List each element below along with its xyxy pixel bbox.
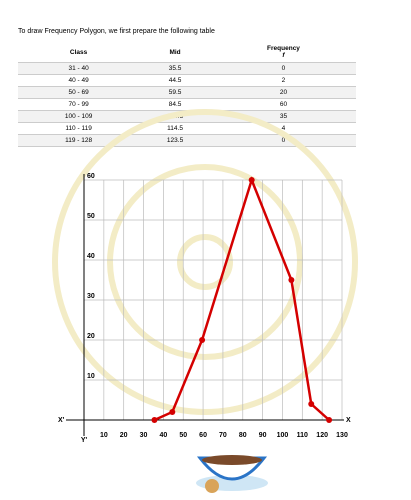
table-cell: 31 - 40 [18, 62, 140, 75]
table-row: 40 - 49 44.5 2 [18, 74, 356, 87]
table-cell: 0 [210, 62, 356, 75]
data-point [151, 417, 158, 423]
table-cell: 84.5 [139, 98, 211, 111]
y-tick-label: 10 [87, 373, 95, 380]
x-tick-label: 10 [100, 432, 108, 439]
table-cell: 50 - 69 [18, 86, 140, 99]
y-tick-label: 20 [87, 333, 95, 340]
cookie [205, 479, 219, 493]
x-tick-label: 120 [316, 432, 328, 439]
x-tick-label: 70 [219, 432, 227, 439]
x-tick-label: 50 [179, 432, 187, 439]
x-pos-label: X [346, 417, 351, 424]
x-tick-label: 110 [297, 432, 308, 439]
watermark-ring [107, 164, 303, 360]
header-cell: Mid [139, 42, 211, 63]
data-point [308, 401, 315, 407]
x-tick-label: 80 [239, 432, 247, 439]
table-row: 110 - 119 114.5 4 [18, 122, 356, 135]
table-cell: 35.5 [139, 62, 211, 75]
x-tick-label: 100 [277, 432, 289, 439]
data-point [169, 409, 176, 415]
table-cell: 20 [210, 86, 356, 99]
watermark-ring [52, 109, 358, 415]
y-tick-label: 50 [87, 213, 95, 220]
intro-text: To draw Frequency Polygon, we first prep… [18, 28, 215, 35]
x-tick-label: 90 [259, 432, 267, 439]
table-cell: 44.5 [139, 74, 211, 87]
table-cell: 114.5 [139, 122, 211, 135]
table-row: 70 - 99 84.5 60 [18, 98, 356, 111]
header-row: Class Mid Frequency f [18, 42, 356, 63]
y-tick-label: 60 [87, 173, 95, 180]
x-tick-label: 130 [336, 432, 348, 439]
y-tick-label: 40 [87, 253, 95, 260]
y-tick-label: 30 [87, 293, 95, 300]
frequency-symbol: f [282, 52, 285, 59]
x-tick-label: 30 [140, 432, 148, 439]
x-neg-label: X' [58, 417, 65, 424]
table-row: 119 - 128 123.5 0 [18, 134, 356, 147]
data-point [248, 177, 255, 183]
header-cell: Class [18, 42, 140, 63]
watermark [52, 109, 358, 415]
table-cell: 59.5 [139, 86, 211, 99]
table-cell: 2 [210, 74, 356, 87]
table-cell: 60 [210, 98, 356, 111]
x-tick-label: 60 [199, 432, 207, 439]
table-cell: 40 - 49 [18, 74, 140, 87]
data-point [326, 417, 333, 423]
table-cell: 110 - 119 [18, 122, 140, 135]
header-text: Frequency [267, 45, 300, 52]
table-row: 31 - 40 35.5 0 [18, 62, 356, 75]
data-point [288, 277, 295, 283]
x-tick-label: 40 [159, 432, 167, 439]
x-tick-label: 20 [120, 432, 128, 439]
table-cell: 70 - 99 [18, 98, 140, 111]
header-cell: Frequency f [210, 42, 356, 63]
table-cell: 123.5 [139, 134, 211, 147]
data-point [199, 337, 206, 343]
table-cell: 100 - 109 [18, 110, 140, 123]
table-row: 50 - 69 59.5 20 [18, 86, 356, 99]
watermark-hub [177, 234, 233, 290]
coffee [202, 455, 262, 465]
table-cell: 0 [210, 134, 356, 147]
y-neg-label: Y' [81, 437, 88, 444]
cup [196, 455, 268, 493]
